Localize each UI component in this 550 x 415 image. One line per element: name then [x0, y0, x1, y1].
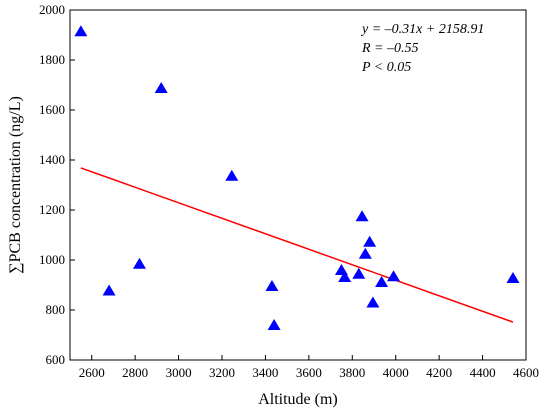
data-point — [102, 284, 116, 296]
y-tick-label: 2000 — [39, 2, 65, 17]
x-tick-label: 4600 — [513, 365, 539, 380]
y-tick-label: 1200 — [39, 202, 65, 217]
y-tick-label: 1600 — [39, 102, 65, 117]
x-tick-label: 3000 — [166, 365, 192, 380]
x-axis-ticks: 2600 2800 3000 3200 3400 3600 3800 4000 4200 4400… — [79, 355, 539, 380]
x-tick-label: 2600 — [79, 365, 105, 380]
data-point — [225, 169, 239, 181]
x-tick-label: 3800 — [339, 365, 365, 380]
data-point — [154, 82, 168, 93]
data-point — [366, 296, 380, 308]
data-point — [338, 271, 352, 282]
y-axis-ticks: 600 800 1000 1200 1400 1600 1800 2000 — [39, 2, 75, 367]
x-axis-title: Altitude (m) — [258, 391, 338, 408]
x-tick-label: 3400 — [252, 365, 278, 380]
data-point — [132, 257, 146, 269]
x-tick-label: 4000 — [383, 365, 409, 380]
trend-line — [80, 167, 514, 323]
plot-frame — [69, 9, 527, 361]
y-tick-label: 1800 — [39, 52, 65, 67]
y-tick-label: 1000 — [39, 252, 65, 267]
data-point — [506, 272, 520, 283]
y-tick-label: 600 — [46, 352, 66, 367]
data-point — [265, 280, 279, 291]
data-point — [387, 270, 401, 282]
x-tick-label: 3600 — [296, 365, 322, 380]
equation-annotation: y = –0.31x + 2158.91 — [360, 22, 484, 37]
y-tick-label: 800 — [46, 302, 66, 317]
data-point — [267, 319, 281, 330]
r-annotation: R = –0.55 — [361, 41, 419, 56]
p-annotation: P < 0.05 — [361, 60, 411, 75]
data-point — [74, 25, 88, 37]
x-tick-label: 4400 — [470, 365, 496, 380]
data-point — [355, 210, 369, 222]
y-tick-label: 1400 — [39, 152, 65, 167]
data-points — [74, 25, 520, 330]
data-point — [363, 235, 377, 247]
data-point — [352, 267, 366, 279]
data-point — [375, 276, 389, 287]
y-axis-title: ∑PCB concentration (ng/L) — [7, 96, 24, 274]
x-tick-label: 3200 — [209, 365, 235, 380]
data-point — [358, 247, 372, 259]
x-tick-label: 2800 — [122, 365, 148, 380]
x-tick-label: 4200 — [426, 365, 452, 380]
